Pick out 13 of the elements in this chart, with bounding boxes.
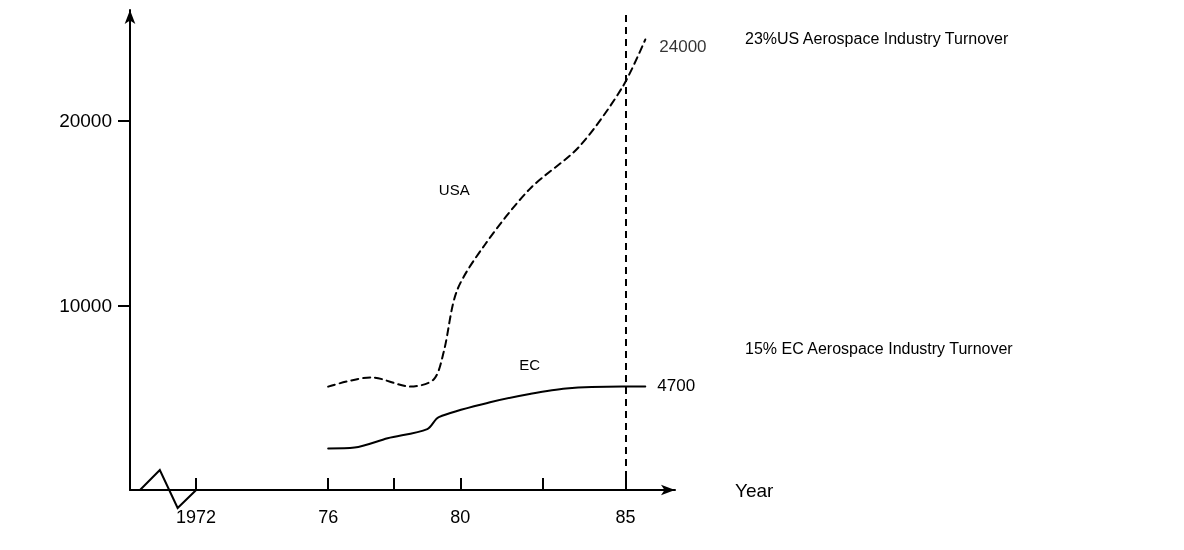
- x-tick-label: 1972: [176, 507, 217, 527]
- annotation: 24000: [659, 37, 707, 57]
- x-axis-title: Year: [735, 479, 775, 501]
- y-tick-label: 20000: [59, 110, 112, 132]
- text: USA: [438, 180, 470, 198]
- annotation: 4700: [657, 375, 696, 396]
- y-tick-label: 10000: [59, 294, 112, 316]
- x-tick-label: 85: [615, 507, 636, 527]
- text: 23%US Aerospace Industry Turnover: [745, 30, 1009, 48]
- x-tick-label: 80: [450, 507, 471, 527]
- series-label: EC: [519, 356, 541, 373]
- x-tick-label: 76: [318, 507, 339, 527]
- text: 15% EC Aerospace Industry Turnover: [745, 340, 1013, 358]
